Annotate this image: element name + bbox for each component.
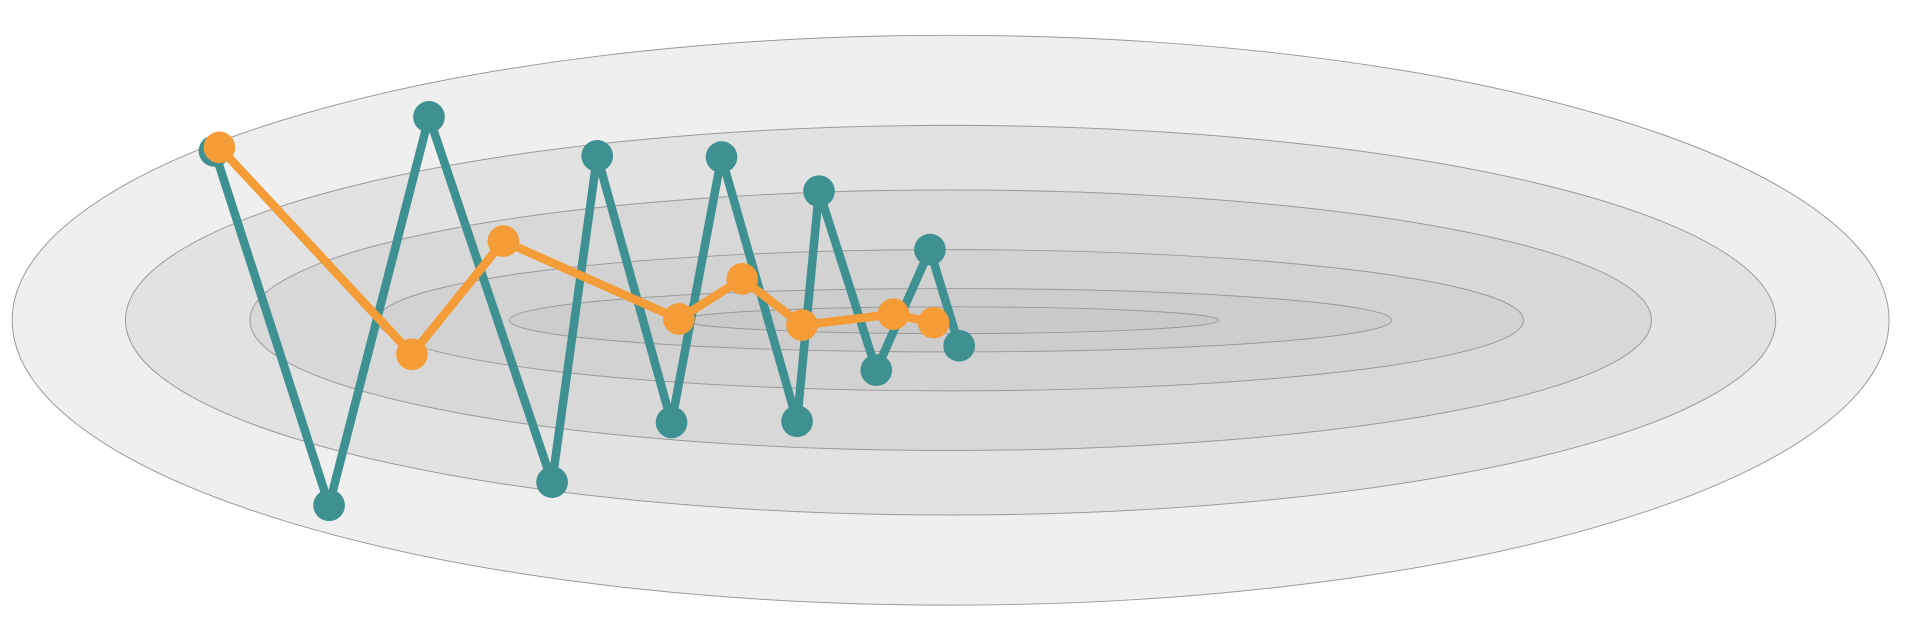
path-point	[917, 306, 950, 339]
path-line	[210, 112, 964, 510]
path-point	[581, 140, 614, 172]
path-point	[396, 338, 428, 371]
path-point	[943, 329, 975, 362]
teal-path	[198, 101, 975, 522]
path-point	[786, 309, 818, 341]
path-point	[803, 175, 835, 207]
path-point	[914, 233, 946, 266]
orange-path	[203, 131, 950, 371]
path-point	[781, 405, 813, 438]
path-point	[536, 466, 568, 498]
path-point	[726, 262, 759, 295]
path-point	[203, 131, 236, 164]
path-point	[877, 298, 910, 330]
path-point	[663, 303, 695, 335]
path-point	[655, 406, 688, 439]
path-point	[487, 225, 520, 257]
path-point	[705, 141, 738, 173]
path-point	[313, 489, 345, 522]
path-point	[860, 354, 893, 386]
path-point	[413, 101, 445, 133]
